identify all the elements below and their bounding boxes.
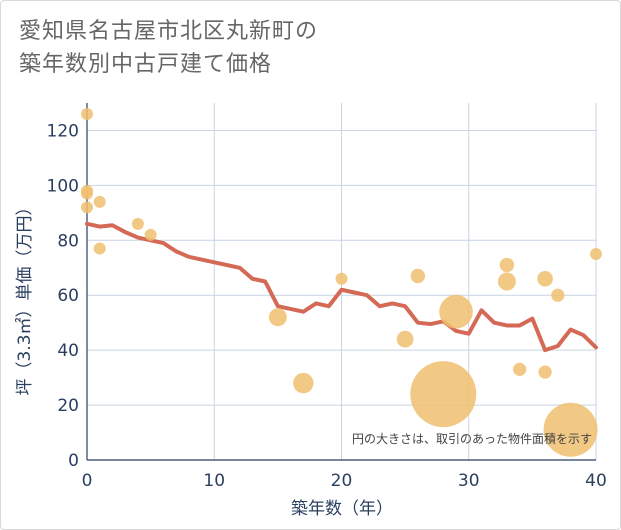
- bubble-point: [144, 228, 157, 241]
- chart-title-line-2: 築年数別中古戸建て価格: [19, 52, 273, 77]
- y-axis-label: 坪（3.3㎡）単価（万円）: [15, 198, 35, 395]
- bubble-point: [81, 107, 93, 120]
- bubble-point: [131, 217, 144, 230]
- bubble-point: [537, 270, 553, 287]
- x-tick-label: 0: [82, 471, 93, 491]
- x-tick-label: 10: [203, 471, 225, 491]
- bubble-point: [590, 248, 602, 261]
- bubble-point: [81, 187, 93, 200]
- grid-lines: [86, 103, 597, 461]
- x-axis-label: 築年数（年）: [291, 499, 393, 519]
- bubble-point: [551, 288, 565, 302]
- bubble-point: [268, 308, 287, 327]
- bubble-point: [81, 201, 93, 214]
- chart-title: 愛知県名古屋市北区丸新町の 築年数別中古戸建て価格: [19, 15, 318, 81]
- y-tick-label: 120: [47, 121, 79, 141]
- chart-title-line-1: 愛知県名古屋市北区丸新町の: [19, 19, 319, 44]
- average-price-polyline: [85, 221, 598, 353]
- x-tick-label: 20: [331, 471, 353, 491]
- y-tick-label: 20: [57, 396, 79, 416]
- axis-ticks: 0 20 40 60 80 100 120 0 10 20 30 40: [47, 121, 607, 491]
- bubble-point: [396, 330, 414, 348]
- y-tick-label: 100: [47, 176, 79, 196]
- x-tick-label: 30: [458, 471, 480, 491]
- x-tick-label: 40: [585, 471, 607, 491]
- bubble-point: [410, 268, 426, 284]
- bubble-point: [93, 242, 106, 255]
- y-tick-label: 40: [57, 341, 79, 361]
- y-tick-label: 60: [57, 286, 79, 306]
- bubble-point: [335, 272, 348, 285]
- bubble-point: [410, 361, 477, 428]
- bubble-point: [439, 294, 473, 329]
- bubble-point: [543, 402, 598, 457]
- bubble-point: [497, 272, 516, 291]
- bubble-point: [293, 372, 314, 394]
- transaction-bubbles: [81, 107, 602, 457]
- bubble-point: [499, 257, 515, 273]
- average-price-line: [85, 221, 598, 353]
- chart-annotation: 円の大きさは、取引のあった物件面積を示す: [352, 431, 592, 446]
- bubble-point: [513, 362, 527, 376]
- y-tick-label: 0: [68, 451, 79, 471]
- bubble-point: [93, 195, 106, 208]
- y-tick-label: 80: [57, 231, 79, 251]
- bubble-point: [538, 365, 552, 379]
